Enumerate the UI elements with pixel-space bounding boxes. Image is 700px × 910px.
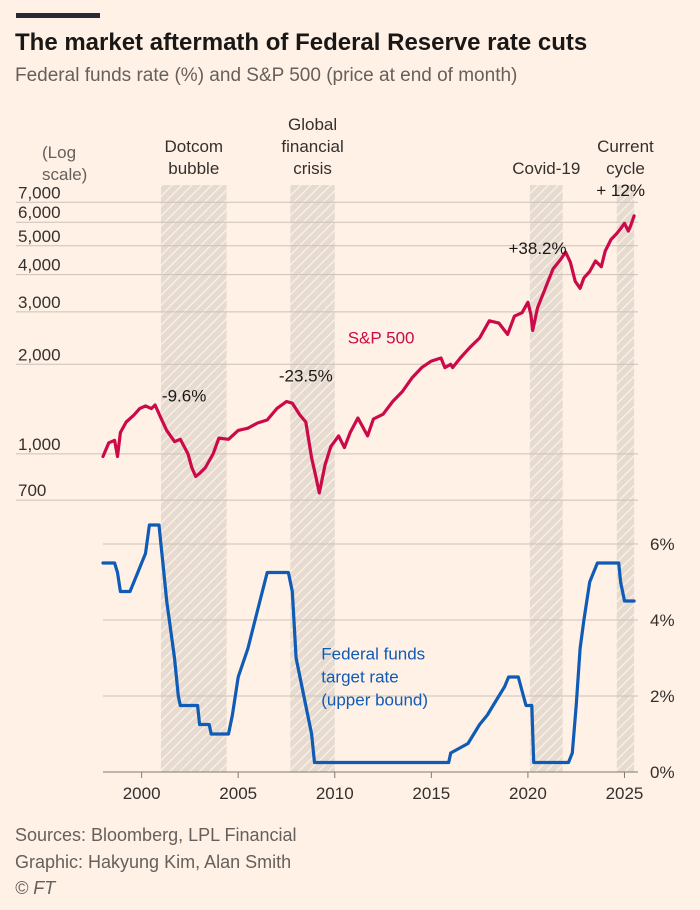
shaded-period — [529, 185, 563, 772]
x-tick-label: 2025 — [606, 784, 644, 803]
y-tick-label: 7,000 — [18, 183, 61, 202]
x-tick-label: 2020 — [509, 784, 547, 803]
shaded-period-label: Covid-19 — [512, 159, 580, 178]
annotation-label: + 12% — [596, 181, 645, 200]
y-tick-label: 700 — [18, 481, 46, 500]
fed-funds-series-label: (upper bound) — [321, 691, 428, 710]
y-tick-label: 0% — [650, 763, 675, 782]
x-tick-label: 2015 — [412, 784, 450, 803]
y-tick-label: 2,000 — [18, 345, 61, 364]
shaded-period-label: financial — [281, 137, 343, 156]
shaded-period-label: Dotcom — [164, 137, 223, 156]
y-tick-label: 6% — [650, 535, 675, 554]
title-bar — [16, 13, 100, 18]
sp500-line — [101, 214, 636, 495]
y-tick-label: 1,000 — [18, 435, 61, 454]
shaded-period-label: crisis — [293, 159, 332, 178]
y-tick-label: 2% — [650, 687, 675, 706]
chart-title: The market aftermath of Federal Reserve … — [15, 29, 588, 56]
copyright-note: © FT — [15, 878, 56, 898]
source-note: Sources: Bloomberg, LPL Financial — [15, 825, 297, 845]
annotation-label: -9.6% — [162, 386, 206, 405]
shaded-period-label: cycle — [606, 159, 645, 178]
shaded-period — [160, 185, 227, 772]
shaded-period-label: Current — [597, 137, 654, 156]
scale-note: scale) — [42, 165, 87, 184]
y-tick-label: 5,000 — [18, 227, 61, 246]
y-tick-label: 4% — [650, 611, 675, 630]
fed-funds-series-label: target rate — [321, 668, 399, 687]
annotation-label: -23.5% — [279, 367, 333, 386]
credit-note: Graphic: Hakyung Kim, Alan Smith — [15, 852, 292, 872]
x-tick-label: 2010 — [316, 784, 354, 803]
annotation-label: +38.2% — [508, 239, 566, 258]
x-tick-label: 2005 — [219, 784, 257, 803]
fed-funds-series-label: Federal funds — [321, 645, 425, 664]
fed-funds-line — [101, 523, 636, 765]
scale-note: (Log — [42, 143, 76, 162]
shaded-period — [616, 185, 635, 772]
sp500-series-label: S&P 500 — [348, 328, 415, 347]
shaded-period-label: bubble — [168, 159, 219, 178]
y-tick-label: 4,000 — [18, 256, 61, 275]
shaded-period-label: Global — [288, 115, 337, 134]
y-tick-label: 6,000 — [18, 203, 61, 222]
chart-subtitle: Federal funds rate (%) and S&P 500 (pric… — [15, 65, 518, 86]
x-tick-label: 2000 — [123, 784, 161, 803]
shaded-period — [290, 185, 335, 772]
y-tick-label: 3,000 — [18, 293, 61, 312]
